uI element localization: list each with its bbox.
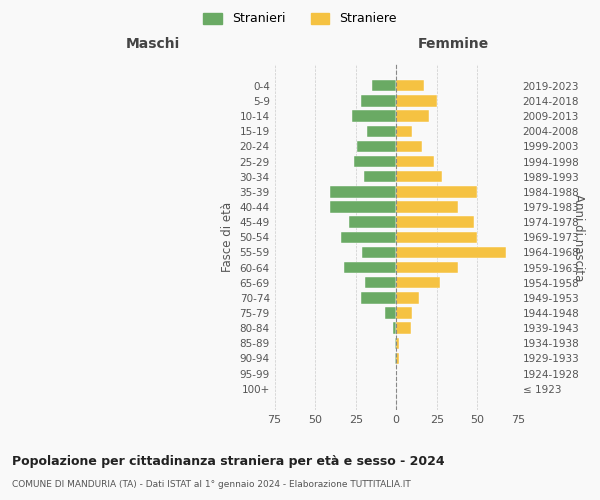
Bar <box>396 246 506 258</box>
Bar <box>396 140 422 152</box>
Legend: Stranieri, Straniere: Stranieri, Straniere <box>197 6 403 32</box>
Bar <box>396 96 437 106</box>
Bar <box>395 338 396 349</box>
Bar <box>396 338 400 349</box>
Bar <box>330 202 396 212</box>
Bar <box>352 110 396 122</box>
Bar <box>396 292 419 304</box>
Bar <box>396 216 474 228</box>
Bar <box>354 156 396 167</box>
Bar <box>396 126 412 137</box>
Bar <box>364 171 396 182</box>
Bar <box>344 262 396 273</box>
Text: COMUNE DI MANDURIA (TA) - Dati ISTAT al 1° gennaio 2024 - Elaborazione TUTTITALI: COMUNE DI MANDURIA (TA) - Dati ISTAT al … <box>12 480 411 489</box>
Bar <box>396 277 440 288</box>
Bar <box>396 353 400 364</box>
Text: Femmine: Femmine <box>418 36 489 51</box>
Bar <box>362 246 396 258</box>
Bar <box>361 292 396 304</box>
Bar <box>396 262 458 273</box>
Bar <box>396 80 424 92</box>
Bar <box>396 322 411 334</box>
Text: Maschi: Maschi <box>126 36 180 51</box>
Bar <box>361 96 396 106</box>
Bar <box>372 80 396 92</box>
Bar <box>367 126 396 137</box>
Bar <box>396 308 412 318</box>
Text: Popolazione per cittadinanza straniera per età e sesso - 2024: Popolazione per cittadinanza straniera p… <box>12 455 445 468</box>
Bar <box>396 232 477 243</box>
Bar <box>365 277 396 288</box>
Bar <box>396 156 434 167</box>
Bar <box>341 232 396 243</box>
Bar <box>396 186 477 198</box>
Bar <box>396 202 458 212</box>
Bar <box>385 308 396 318</box>
Y-axis label: Fasce di età: Fasce di età <box>221 202 234 272</box>
Y-axis label: Anni di nascita: Anni di nascita <box>572 194 585 281</box>
Bar <box>396 171 442 182</box>
Bar <box>393 322 396 334</box>
Bar <box>358 140 396 152</box>
Bar <box>395 353 396 364</box>
Bar <box>349 216 396 228</box>
Bar <box>330 186 396 198</box>
Bar <box>396 110 428 122</box>
